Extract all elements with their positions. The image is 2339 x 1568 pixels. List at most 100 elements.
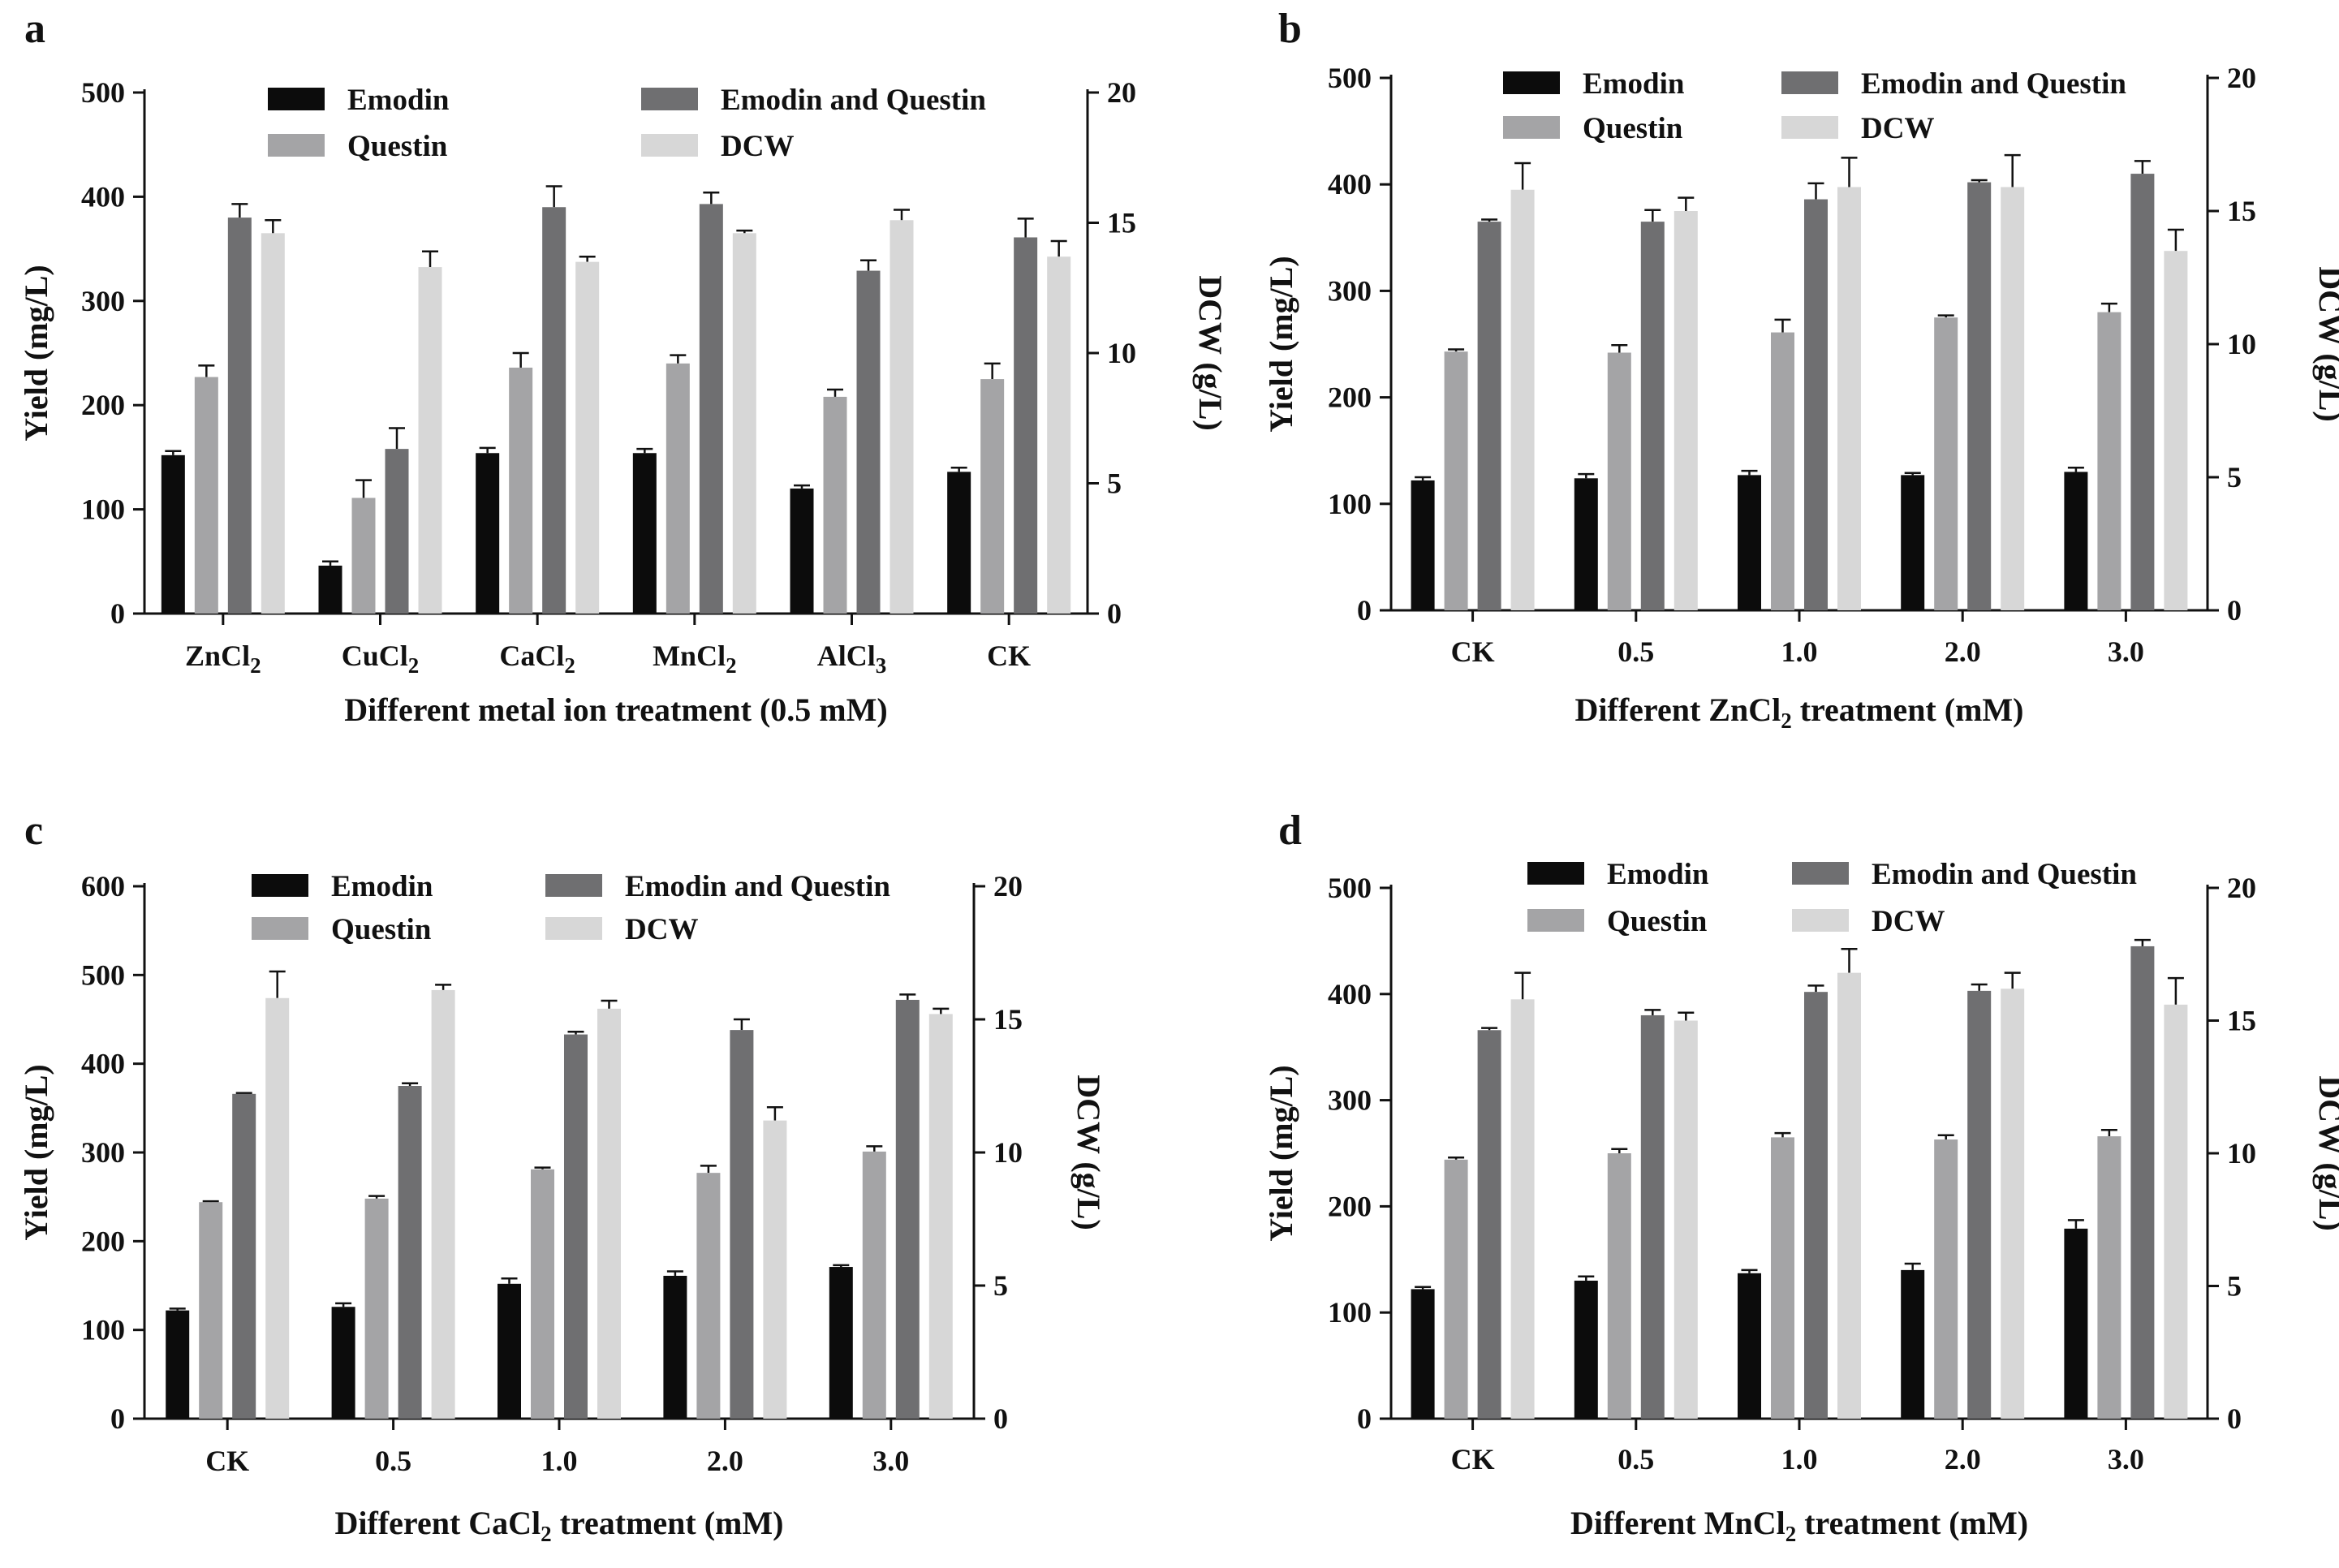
y2-axis-title: DCW (g/L): [1070, 1075, 1107, 1230]
bar-questin: [199, 1202, 223, 1419]
y-tick-label: 400: [81, 180, 125, 213]
y-tick-label: 300: [1328, 1084, 1372, 1117]
legend-label: Questin: [1607, 905, 1708, 938]
bar-questin: [194, 377, 218, 614]
y2-tick-label: 0: [993, 1402, 1008, 1435]
y-tick-label: 400: [81, 1048, 125, 1080]
x-tick-label: 2.0: [1945, 1443, 1981, 1475]
y2-tick-label: 5: [1107, 467, 1122, 500]
y-tick-label: 300: [81, 285, 125, 317]
bar-emodin-and-questin: [227, 218, 252, 614]
legend-label: Emodin and Questin: [1872, 858, 2137, 891]
x-tick-label: CK: [1451, 635, 1495, 668]
y2-tick-label: 20: [2227, 62, 2256, 94]
legend-swatch: [252, 874, 308, 897]
y-tick-label: 500: [81, 958, 125, 991]
legend-swatch: [1527, 909, 1584, 932]
bar-dcw: [1673, 1020, 1698, 1419]
bar-questin: [509, 367, 533, 614]
panel-d: d 0 100 200 300 400 500 0 5 10 15 20 Yield (mg/L) DCW…: [1263, 808, 2339, 1546]
bar-emodin-and-questin: [564, 1034, 588, 1419]
y-tick-label: 400: [1328, 168, 1372, 200]
bar-emodin-and-questin: [1014, 237, 1038, 614]
legend-label: DCW: [1872, 905, 1945, 938]
y-tick-label: 500: [1328, 872, 1372, 904]
bar-dcw: [890, 220, 914, 614]
y2-tick-label: 10: [2227, 1137, 2256, 1170]
x-tick-label: ZnCl2: [185, 640, 261, 678]
y2-tick-label: 0: [1107, 597, 1122, 630]
bar-questin: [1934, 1139, 1958, 1419]
bar-emodin-and-questin: [730, 1030, 754, 1419]
y-tick-label: 0: [1357, 1402, 1372, 1435]
y2-tick-label: 5: [993, 1269, 1008, 1302]
bar-dcw: [261, 233, 285, 614]
bar-questin: [1607, 1153, 1631, 1419]
bar-emodin-and-questin: [856, 270, 881, 614]
legend-swatch: [1792, 862, 1849, 885]
y-tick-label: 400: [1328, 978, 1372, 1010]
bar-emodin-and-questin: [232, 1093, 256, 1419]
bar-emodin-and-questin: [542, 207, 566, 614]
panel-letter: c: [24, 808, 43, 854]
bar-emodin: [1901, 1269, 1925, 1419]
x-tick-label: 0.5: [1617, 1443, 1654, 1475]
x-tick-label: CK: [205, 1445, 249, 1477]
bar-questin: [666, 363, 690, 614]
legend-swatch: [1503, 71, 1560, 94]
y-tick-label: 300: [1328, 274, 1372, 307]
y2-tick-label: 15: [2227, 195, 2256, 227]
x-tick-label: 0.5: [375, 1445, 411, 1477]
legend-label: Emodin: [1607, 858, 1709, 891]
panel-letter: b: [1278, 6, 1302, 52]
y2-axis-title: DCW (g/L): [1192, 275, 1229, 430]
x-axis-title: Different MnCl2 treatment (mM): [1570, 1505, 2028, 1546]
x-tick-label: 3.0: [2108, 1443, 2144, 1475]
legend-label: Emodin and Questin: [625, 870, 890, 903]
bar-emodin: [498, 1283, 521, 1419]
y2-tick-label: 10: [2227, 328, 2256, 360]
bar-emodin: [2064, 1228, 2088, 1419]
bar-emodin-and-questin: [1967, 182, 1992, 611]
bar-emodin: [2064, 472, 2088, 610]
x-tick-label: MnCl2: [653, 640, 737, 678]
y2-tick-label: 15: [993, 1003, 1023, 1036]
bar-emodin: [1411, 1289, 1435, 1419]
bar-dcw: [1673, 211, 1698, 610]
bar-questin: [351, 498, 376, 614]
y-tick-label: 0: [110, 1402, 125, 1435]
bar-emodin: [331, 1307, 355, 1419]
y-tick-label: 100: [81, 1314, 125, 1346]
legend-swatch: [268, 88, 325, 110]
bar-questin: [1934, 317, 1958, 610]
panel-c: c 0 100 200 300 400 500 600 0 5 10 15 20 Yield (mg/L)…: [18, 808, 1107, 1546]
bar-questin: [1607, 352, 1631, 610]
bar-emodin-and-questin: [2130, 946, 2155, 1419]
y2-tick-label: 15: [2227, 1005, 2256, 1037]
bar-dcw: [265, 997, 290, 1419]
y2-tick-label: 20: [2227, 872, 2256, 904]
bar-dcw: [431, 989, 455, 1419]
bar-questin: [862, 1151, 886, 1419]
y-tick-label: 500: [81, 76, 125, 109]
y-tick-label: 200: [1328, 1190, 1372, 1222]
y-axis-title: Yield (mg/L): [1263, 1065, 1299, 1241]
x-axis-title: Different ZnCl2 treatment (mM): [1575, 691, 2024, 733]
bar-emodin: [1901, 475, 1925, 610]
y-tick-label: 500: [1328, 62, 1372, 94]
x-tick-label: CaCl2: [499, 640, 575, 678]
panel-a: a 0 100 200 300 400 500 0 5 10 15 20 Yield (mg/L) DCW…: [18, 6, 1229, 728]
y-tick-label: 0: [1357, 594, 1372, 627]
panel-letter: d: [1278, 808, 1302, 854]
x-tick-label: CK: [987, 640, 1031, 672]
bar-questin: [1444, 351, 1468, 610]
bar-dcw: [2001, 187, 2025, 611]
y-tick-label: 200: [1328, 381, 1372, 414]
x-tick-label: 0.5: [1617, 635, 1654, 668]
bar-emodin-and-questin: [398, 1086, 422, 1419]
bar-emodin: [1738, 475, 1761, 610]
bar-questin: [2097, 1136, 2121, 1419]
y-tick-label: 100: [1328, 488, 1372, 520]
legend-swatch: [1781, 71, 1838, 94]
bar-questin: [2097, 312, 2121, 610]
